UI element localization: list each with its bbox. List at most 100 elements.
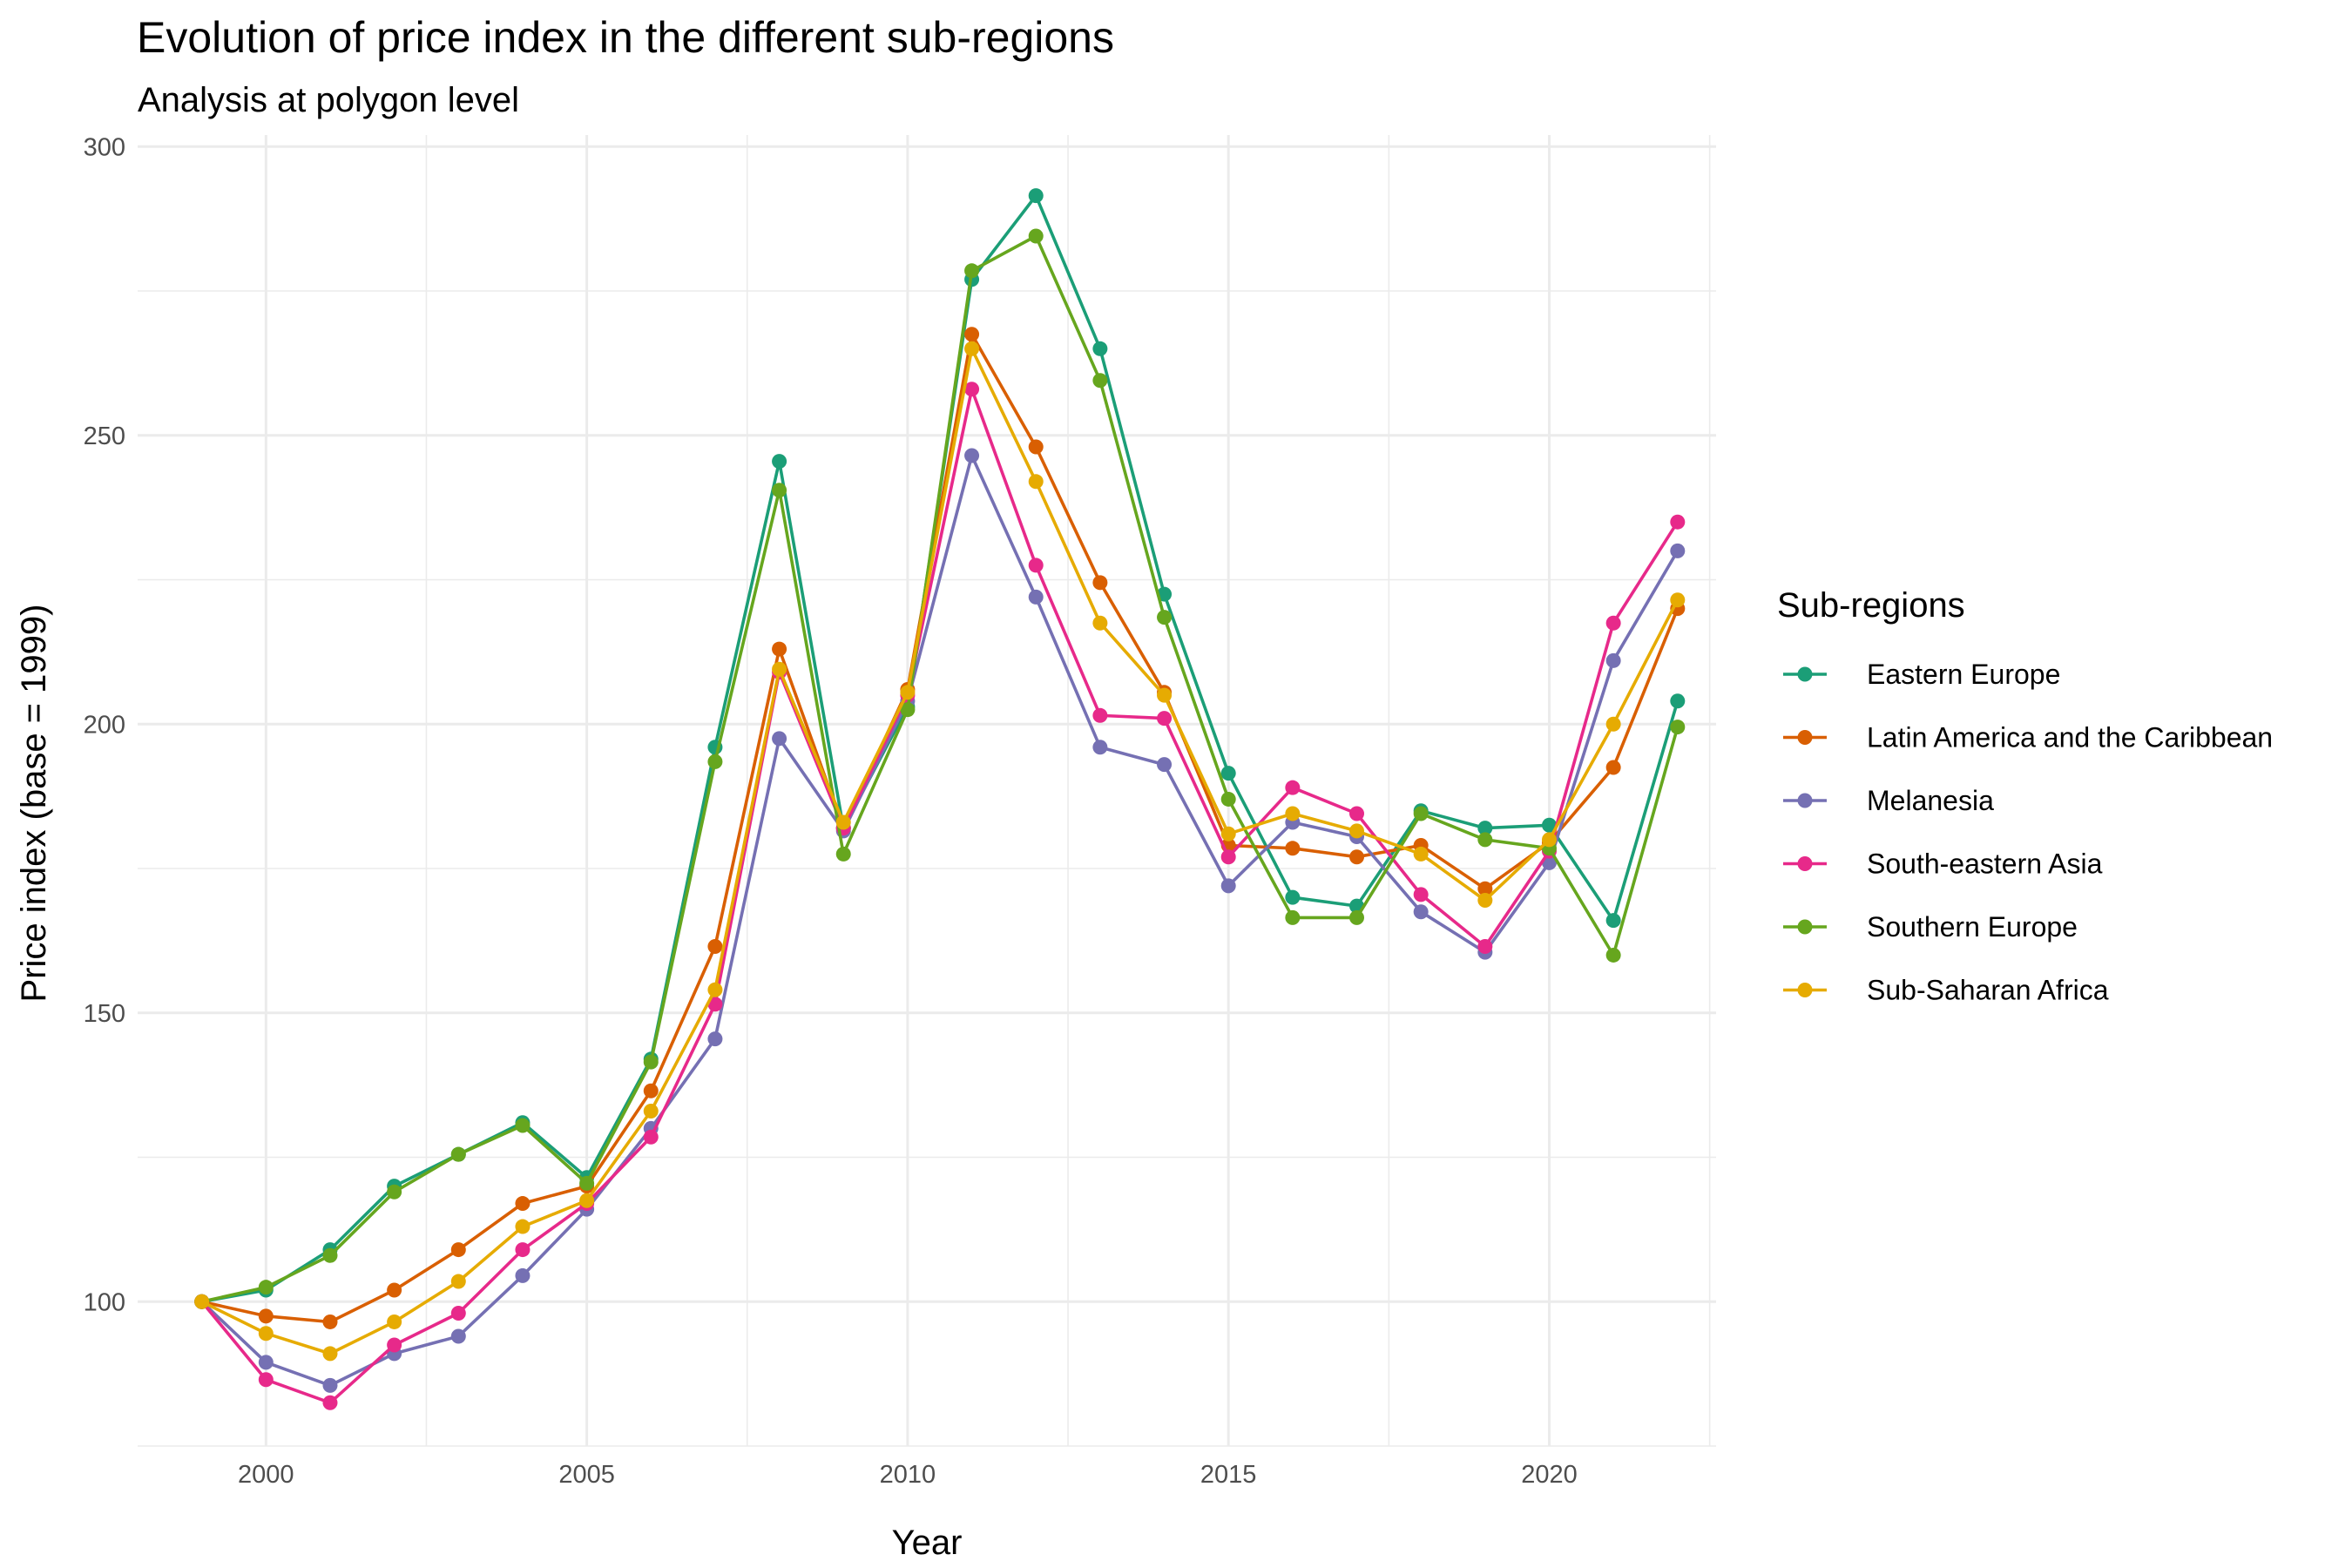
data-point	[643, 1103, 659, 1119]
data-point	[1028, 589, 1044, 605]
data-point	[258, 1308, 274, 1324]
data-point	[450, 1306, 466, 1321]
data-point	[515, 1196, 531, 1212]
legend-item: Sub-Saharan Africa	[1783, 975, 2109, 1006]
chart-title: Evolution of price index in the differen…	[137, 13, 1114, 62]
x-tick-label: 2000	[238, 1461, 294, 1489]
series-southern-europe	[194, 228, 1686, 1309]
data-point	[258, 1355, 274, 1370]
data-point	[1220, 766, 1236, 781]
data-point	[1220, 878, 1236, 894]
data-point	[900, 702, 916, 718]
x-axis-ticks: 2000 2005 2010 2015 2020	[238, 1461, 1578, 1489]
data-point	[835, 814, 851, 830]
data-point	[964, 263, 980, 279]
data-point	[1028, 474, 1044, 490]
legend-label: South-eastern Asia	[1867, 848, 2103, 880]
data-point	[1220, 849, 1236, 865]
legend-label: Latin America and the Caribbean	[1867, 722, 2273, 754]
legend-item: South-eastern Asia	[1783, 848, 2103, 880]
data-point	[1285, 909, 1301, 925]
legend-item: Eastern Europe	[1783, 659, 2060, 690]
data-point	[772, 483, 787, 498]
chart-subtitle: Analysis at polygon level	[138, 81, 519, 119]
data-point	[579, 1193, 595, 1208]
data-point	[322, 1247, 338, 1263]
data-point	[1413, 806, 1429, 821]
data-point	[1028, 188, 1044, 204]
grid-lines	[138, 135, 1716, 1447]
data-point	[450, 1274, 466, 1289]
data-point	[1670, 720, 1686, 735]
data-point	[1413, 904, 1429, 920]
data-point	[322, 1377, 338, 1393]
series-line	[201, 234, 1680, 1304]
data-point	[1670, 592, 1686, 608]
legend-key-point	[1797, 730, 1813, 745]
data-point	[1285, 806, 1301, 821]
data-point	[707, 982, 723, 997]
x-tick-label: 2015	[1200, 1461, 1257, 1489]
data-point	[1157, 610, 1173, 625]
legend-key-point	[1797, 793, 1813, 808]
data-point	[1477, 832, 1493, 848]
data-point	[964, 382, 980, 397]
x-tick-label: 2010	[880, 1461, 936, 1489]
data-point	[258, 1326, 274, 1342]
data-point	[1092, 575, 1108, 591]
data-point	[1028, 228, 1044, 244]
data-point	[515, 1242, 531, 1258]
data-point	[900, 685, 916, 700]
series-eastern-europe	[194, 188, 1686, 1309]
series-melanesia	[194, 448, 1686, 1393]
series-lines	[194, 188, 1686, 1410]
data-point	[1477, 939, 1493, 955]
data-point	[1541, 832, 1557, 848]
data-point	[772, 731, 787, 747]
data-point	[322, 1314, 338, 1329]
legend-key-point	[1797, 983, 1813, 997]
legend: Sub-regions Eastern Europe Latin America …	[1777, 586, 2273, 1006]
legend-label: Southern Europe	[1867, 911, 2078, 943]
data-point	[1670, 514, 1686, 530]
data-point	[322, 1395, 338, 1410]
data-point	[387, 1337, 402, 1353]
legend-key-point	[1797, 919, 1813, 935]
data-point	[1413, 887, 1429, 902]
series-south-eastern-asia	[194, 382, 1686, 1410]
data-point	[387, 1314, 402, 1329]
data-point	[194, 1294, 210, 1309]
data-point	[1605, 716, 1621, 732]
data-point	[1670, 543, 1686, 558]
data-point	[772, 661, 787, 677]
legend-label: Sub-Saharan Africa	[1867, 975, 2109, 1006]
data-point	[1157, 757, 1173, 773]
y-tick-label: 300	[84, 133, 125, 161]
data-point	[1092, 740, 1108, 755]
data-point	[1157, 687, 1173, 703]
legend-label: Eastern Europe	[1867, 659, 2060, 690]
data-point	[1285, 780, 1301, 795]
data-point	[1349, 909, 1365, 925]
y-tick-label: 100	[84, 1288, 125, 1316]
data-point	[1092, 341, 1108, 356]
data-point	[835, 846, 851, 862]
y-tick-label: 250	[84, 422, 125, 450]
series-line	[201, 193, 1680, 1304]
data-point	[1092, 707, 1108, 723]
data-point	[1477, 892, 1493, 908]
x-tick-label: 2020	[1521, 1461, 1578, 1489]
data-point	[450, 1146, 466, 1162]
y-tick-label: 200	[84, 711, 125, 739]
data-point	[707, 997, 723, 1012]
data-point	[707, 939, 723, 955]
y-tick-label: 150	[84, 1000, 125, 1028]
data-point	[1413, 846, 1429, 862]
data-point	[450, 1328, 466, 1344]
data-point	[258, 1372, 274, 1388]
data-point	[1220, 826, 1236, 841]
data-point	[964, 448, 980, 463]
data-point	[1349, 806, 1365, 821]
data-point	[964, 341, 980, 356]
